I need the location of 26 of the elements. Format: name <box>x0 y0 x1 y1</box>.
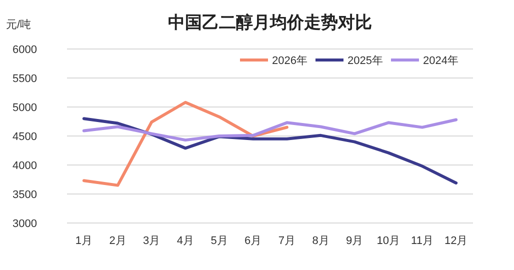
y-tick-label: 3500 <box>12 189 37 201</box>
legend-label: 2025年 <box>347 55 383 67</box>
y-tick-label: 4000 <box>12 160 37 172</box>
x-tick-label: 7月 <box>278 235 296 247</box>
x-tick-label: 9月 <box>346 235 364 247</box>
x-tick-label: 10月 <box>376 235 400 247</box>
x-tick-label: 4月 <box>176 235 194 247</box>
legend-label: 2026年 <box>272 55 308 67</box>
x-tick-label: 1月 <box>75 235 92 247</box>
line-series <box>82 100 288 187</box>
y-tick-label: 4500 <box>12 131 37 143</box>
x-tick-label: 5月 <box>210 235 228 247</box>
x-tick-label: 3月 <box>143 235 160 247</box>
legend-label: 2024年 <box>422 55 458 67</box>
x-tick-label: 6月 <box>244 235 262 247</box>
x-tick-label: 11月 <box>411 235 434 247</box>
y-tick-label: 5500 <box>12 73 37 85</box>
x-tick-label: 8月 <box>312 235 330 247</box>
y-axis-title: 元/吨 <box>6 18 32 31</box>
y-tick-label: 5000 <box>12 102 37 114</box>
y-tick-label: 6000 <box>12 44 37 56</box>
x-tick-label: 2月 <box>109 235 126 247</box>
y-tick-label: 3000 <box>12 218 37 230</box>
chart-title: 中国乙二醇月均价走势对比 <box>168 13 372 32</box>
x-tick-label: 12月 <box>444 235 468 247</box>
line-series <box>82 118 458 142</box>
